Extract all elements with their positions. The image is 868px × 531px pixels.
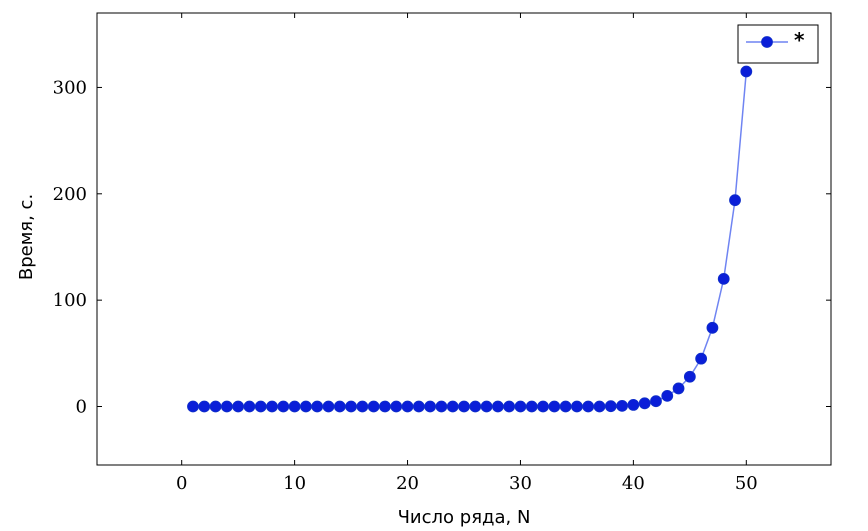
data-point	[266, 400, 278, 413]
data-point	[356, 400, 369, 413]
data-point	[638, 397, 651, 410]
legend-marker-sample	[761, 36, 773, 48]
x-tick-label: 20	[396, 473, 419, 494]
data-point	[198, 400, 211, 413]
data-point	[277, 400, 290, 413]
data-point	[209, 400, 222, 413]
y-tick-label: 100	[53, 290, 87, 311]
legend-box	[737, 24, 819, 64]
data-point	[672, 382, 685, 395]
x-tick-label: 0	[176, 473, 187, 494]
data-point	[322, 400, 335, 413]
data-point	[661, 389, 674, 402]
y-tick-label: 300	[53, 77, 87, 98]
data-point	[220, 400, 233, 413]
data-point	[424, 400, 437, 413]
data-point	[254, 400, 267, 413]
data-point	[616, 399, 628, 412]
data-point	[379, 400, 391, 413]
legend-series-name: *	[794, 28, 805, 52]
data-point	[729, 194, 741, 207]
data-point	[243, 400, 256, 413]
data-point	[469, 400, 482, 413]
x-tick-label: 30	[509, 473, 532, 494]
data-point	[311, 400, 324, 413]
data-point	[367, 400, 380, 413]
data-point	[571, 400, 583, 413]
data-point	[683, 370, 696, 383]
x-tick-label: 50	[735, 473, 758, 494]
series-line	[192, 71, 748, 408]
data-point	[288, 400, 301, 413]
data-point	[503, 400, 516, 413]
y-tick-label: 200	[53, 184, 87, 205]
data-point	[740, 65, 753, 78]
data-point	[187, 400, 199, 413]
data-point	[525, 400, 538, 413]
data-point	[706, 321, 719, 334]
data-point	[627, 399, 640, 411]
data-point	[491, 400, 504, 413]
data-point	[480, 400, 493, 413]
data-point	[650, 395, 662, 408]
data-point	[559, 400, 572, 413]
data-point	[232, 400, 245, 413]
legend: *	[737, 24, 819, 64]
data-point	[717, 272, 730, 285]
data-point	[446, 400, 459, 413]
x-axis-title: Число ряда, N	[398, 507, 531, 528]
data-point	[593, 400, 606, 413]
data-point	[390, 400, 403, 413]
data-point	[435, 400, 448, 413]
x-tick-label: 10	[283, 473, 306, 494]
data-point	[548, 400, 561, 413]
x-tick-label: 40	[622, 473, 645, 494]
data-point	[582, 400, 595, 413]
data-point	[412, 400, 425, 413]
data-point	[604, 400, 617, 413]
data-point	[333, 400, 346, 413]
data-point	[401, 400, 414, 413]
data-point	[514, 400, 527, 413]
plot-frame	[96, 12, 832, 466]
data-point	[345, 400, 357, 413]
data-point	[300, 400, 312, 413]
data-point	[537, 400, 549, 413]
data-point	[695, 352, 708, 365]
y-axis-title: Время, с.	[16, 194, 37, 280]
data-point	[458, 400, 470, 413]
y-tick-label: 0	[76, 397, 87, 418]
